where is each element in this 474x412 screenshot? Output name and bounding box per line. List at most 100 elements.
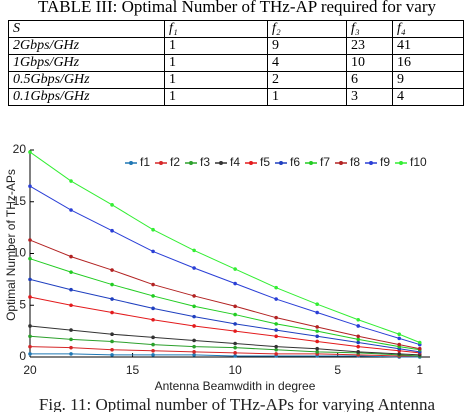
- data-point: [233, 341, 237, 346]
- data-point: [356, 317, 361, 322]
- data-point: [28, 352, 32, 356]
- data-point: [110, 228, 114, 233]
- data-point: [28, 184, 32, 189]
- data-point: [151, 249, 155, 254]
- table-cell: 10: [346, 54, 393, 72]
- data-point: [397, 336, 402, 341]
- legend-marker: [279, 161, 283, 165]
- data-point: [315, 346, 319, 351]
- table-cell: f₂: [267, 20, 347, 38]
- data-point: [192, 344, 196, 349]
- table-cell: 1Gbps/GHz: [8, 54, 165, 72]
- table-cell: 23: [346, 37, 393, 55]
- data-point: [151, 348, 155, 353]
- legend-marker: [189, 161, 193, 165]
- table-cell: 41: [392, 37, 464, 55]
- data-point: [192, 350, 196, 354]
- data-point: [69, 352, 73, 356]
- table-cell: 1: [164, 54, 268, 72]
- legend-marker: [369, 161, 373, 165]
- data-point: [233, 345, 237, 350]
- table-cell: f₄: [392, 20, 464, 38]
- data-point: [233, 281, 237, 286]
- data-point: [233, 304, 237, 309]
- table-cell: 2: [267, 71, 347, 89]
- data-point: [28, 334, 32, 339]
- table-cell: 9: [267, 37, 347, 55]
- data-point: [28, 324, 32, 328]
- data-point: [151, 294, 155, 298]
- data-point: [315, 310, 319, 315]
- data-point: [356, 350, 361, 354]
- series-line: [29, 258, 420, 351]
- data-point: [315, 325, 319, 329]
- data-point: [274, 352, 278, 356]
- series-line: [29, 278, 420, 353]
- chart: Antenna Beamwdith in degree Optimal Numb…: [4, 142, 435, 412]
- data-point: [397, 352, 402, 356]
- data-point: [28, 150, 32, 154]
- series-line: [29, 296, 420, 354]
- legend-label: f8: [350, 155, 360, 169]
- data-point: [151, 317, 155, 322]
- data-point: [417, 346, 422, 351]
- legend-marker: [219, 161, 223, 165]
- data-point: [356, 337, 361, 342]
- legend-label: f7: [320, 155, 330, 169]
- data-point: [110, 310, 114, 315]
- table-cell: 9: [392, 71, 464, 89]
- legend-label: f5: [260, 155, 270, 169]
- legend-marker: [159, 161, 163, 165]
- data-point: [110, 282, 114, 287]
- y-tick-label: 15: [13, 194, 27, 208]
- legend-label: f9: [380, 155, 390, 169]
- legend-marker: [339, 161, 343, 165]
- data-point: [274, 297, 278, 301]
- data-point: [28, 277, 32, 282]
- data-point: [274, 334, 278, 339]
- data-point: [192, 324, 196, 328]
- data-point: [192, 294, 196, 298]
- data-point: [274, 315, 278, 320]
- table-cell: 0.5Gbps/GHz: [8, 71, 165, 89]
- data-point: [110, 268, 114, 272]
- data-point: [233, 267, 237, 271]
- table-caption: TABLE III: Optimal Number of THz-AP requ…: [37, 0, 437, 16]
- legend-label: f4: [230, 155, 240, 169]
- data-point: [69, 345, 73, 350]
- data-point: [110, 332, 114, 337]
- x-axis-label: Antenna Beamwdith in degree: [155, 379, 316, 393]
- data-point: [233, 329, 237, 333]
- data-point: [233, 322, 237, 326]
- data-point: [69, 179, 73, 183]
- table-cell: 16: [392, 54, 464, 72]
- data-point: [110, 203, 114, 207]
- x-tick-label: 5: [334, 363, 341, 377]
- data-point: [233, 312, 237, 317]
- data-point: [28, 344, 32, 349]
- data-point: [110, 353, 114, 357]
- data-point: [28, 238, 32, 242]
- data-point: [233, 351, 237, 355]
- data-point: [192, 304, 196, 309]
- data-point: [274, 285, 278, 290]
- data-point: [233, 354, 237, 358]
- data-point: [274, 347, 278, 352]
- data-point: [315, 339, 319, 344]
- table-row: 0.1Gbps/GHz 1 1 3 4: [8, 88, 464, 106]
- legend-marker: [129, 161, 133, 165]
- data-point: [69, 328, 73, 332]
- data-point: [274, 322, 278, 326]
- data-point: [192, 248, 196, 253]
- data-point: [356, 334, 361, 339]
- y-tick-label: 10: [13, 246, 27, 260]
- data-point: [69, 254, 73, 259]
- data-point: [69, 287, 73, 292]
- data-point: [315, 302, 319, 307]
- series-line: [29, 151, 420, 343]
- legend-label: f3: [200, 155, 210, 169]
- data-point: [192, 338, 196, 343]
- data-point: [397, 332, 402, 337]
